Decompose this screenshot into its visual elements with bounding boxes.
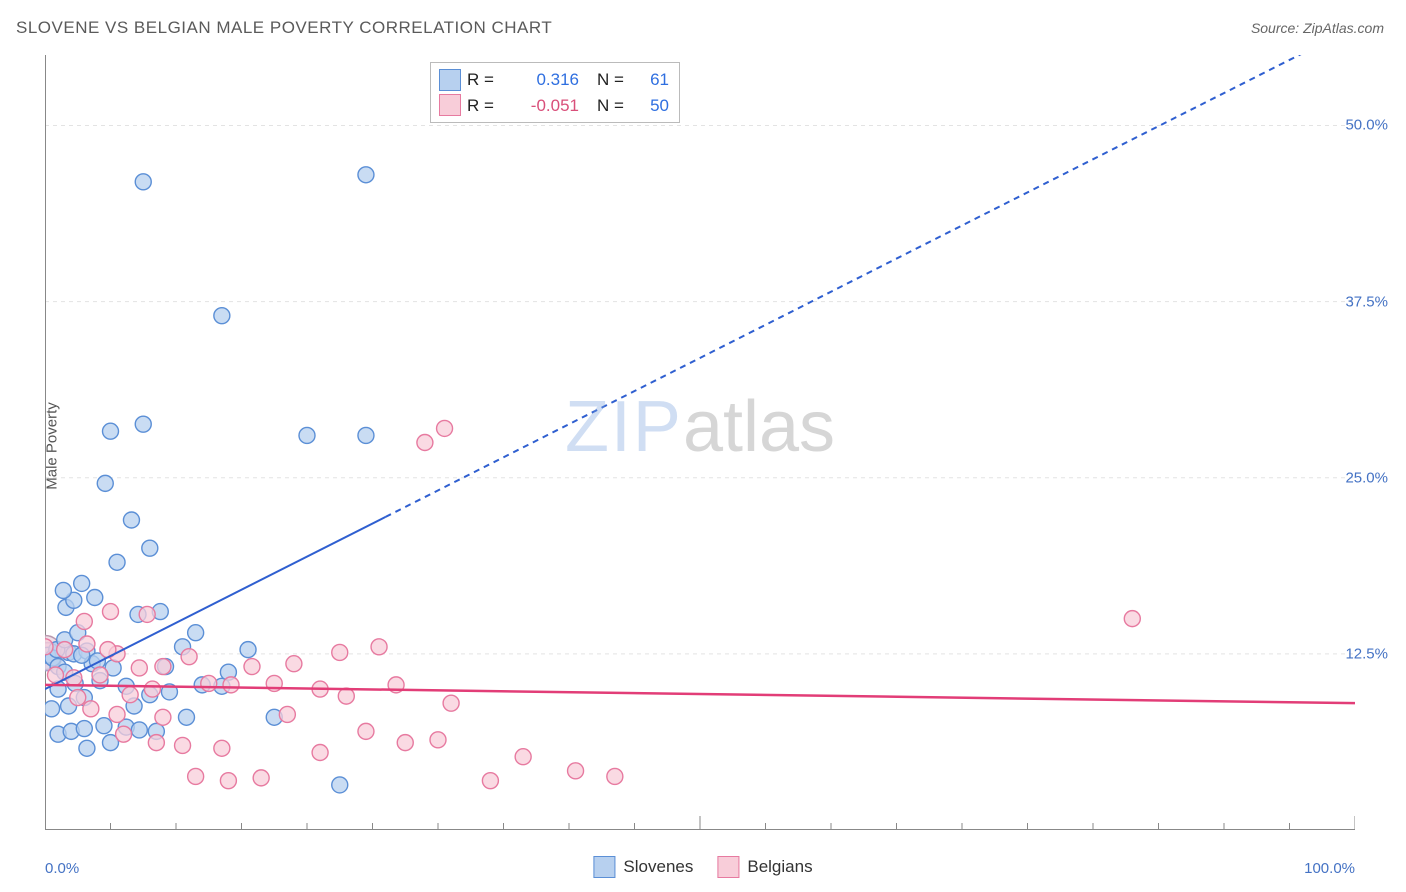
chart-title: SLOVENE VS BELGIAN MALE POVERTY CORRELAT… <box>16 18 552 38</box>
n-value-belgians: 50 <box>639 93 669 119</box>
x-max-label: 100.0% <box>1304 860 1355 877</box>
x-axis-labels: 0.0% 100.0% <box>45 860 1355 880</box>
swatch-slovenes <box>439 69 461 91</box>
r-value-slovenes: 0.316 <box>509 67 579 93</box>
n-label: N = <box>597 93 633 119</box>
n-label: N = <box>597 67 633 93</box>
stats-row-slovenes: R = 0.316 N = 61 <box>439 67 669 93</box>
swatch-belgians <box>439 94 461 116</box>
source-attribution: Source: ZipAtlas.com <box>1251 20 1384 36</box>
r-label: R = <box>467 93 503 119</box>
stats-row-belgians: R = -0.051 N = 50 <box>439 93 669 119</box>
r-value-belgians: -0.051 <box>509 93 579 119</box>
scatter-svg <box>45 55 1355 830</box>
stats-legend: R = 0.316 N = 61 R = -0.051 N = 50 <box>430 62 680 123</box>
x-min-label: 0.0% <box>45 860 79 877</box>
r-label: R = <box>467 67 503 93</box>
plot-area: ZIPatlas <box>45 55 1355 830</box>
n-value-slovenes: 61 <box>639 67 669 93</box>
